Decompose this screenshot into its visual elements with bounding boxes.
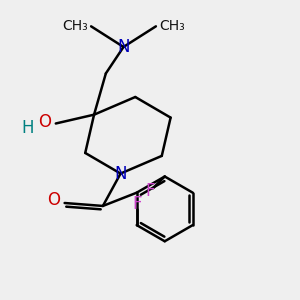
Text: F: F	[145, 182, 155, 200]
Text: O: O	[47, 191, 60, 209]
Text: CH₃: CH₃	[62, 19, 88, 33]
Text: H: H	[21, 119, 34, 137]
Text: N: N	[117, 38, 130, 56]
Text: CH₃: CH₃	[159, 19, 184, 33]
Text: O: O	[38, 113, 51, 131]
Text: F: F	[132, 196, 141, 214]
Text: N: N	[114, 165, 127, 183]
